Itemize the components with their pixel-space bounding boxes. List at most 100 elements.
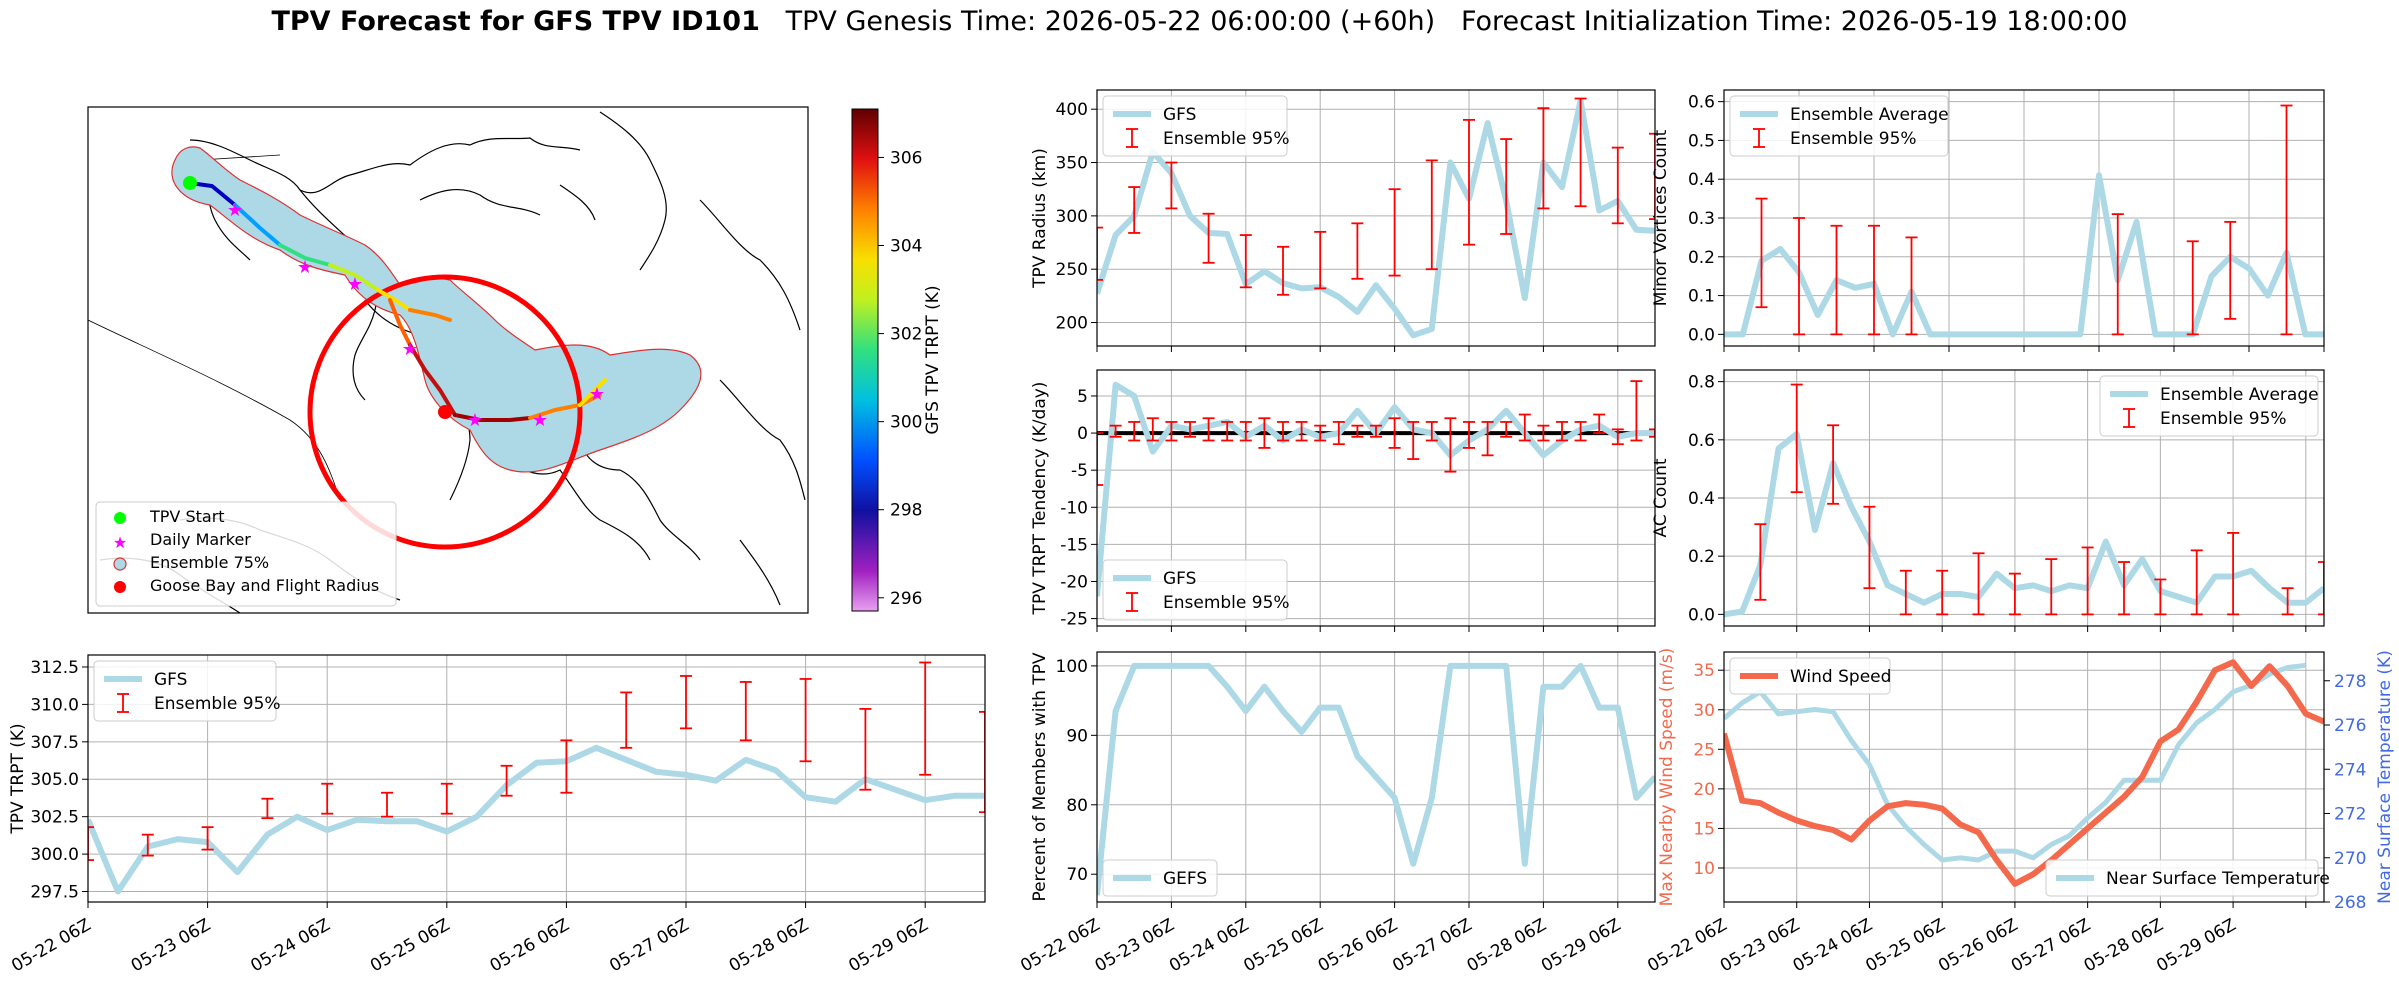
- errorbar: [1146, 417, 1159, 442]
- legend-label: GFS: [1163, 569, 1196, 589]
- legend-label: Ensemble 95%: [2160, 409, 2287, 429]
- plot-area: [1724, 659, 2324, 887]
- y-axis-label: TPV Radius (km): [1030, 148, 1050, 289]
- x-tick-label: 05-26 06Z: [1315, 915, 1401, 976]
- errorbar: [1630, 380, 1643, 442]
- errorbar: [1407, 421, 1420, 460]
- x-tick-label: 05-24 06Z: [1166, 915, 1252, 976]
- legend-frame: [1102, 859, 1218, 897]
- errorbar: [2224, 220, 2237, 320]
- chart-tendency: -25 -20 -15 -10 -5 0 5 TPV TRPT Tendency (K/day…: [1030, 369, 1656, 632]
- y-tick-label: 0.6: [1688, 431, 1715, 451]
- y-tick-label: 300: [1056, 207, 1088, 227]
- errorbar: [141, 833, 154, 857]
- goose-bay-flight-radius: [307, 274, 583, 550]
- chart-minor: 0.0 0.1 0.2 0.3 0.4 0.5 0.6 Minor Vortices Coun…: [1651, 89, 2325, 352]
- plot-frame: [1096, 89, 1656, 347]
- figure-title-genesis: TPV Genesis Time: 2026-05-22 06:00:00 (+…: [785, 6, 1436, 37]
- colorbar-tick-label: 306: [890, 148, 922, 168]
- legend-frame: [2099, 375, 2319, 437]
- colorbar-tick-label: 304: [890, 237, 922, 257]
- errorbar: [1221, 421, 1234, 442]
- chart-legend: Wind Speed: [1729, 657, 1891, 695]
- errorbar: [859, 707, 872, 791]
- y-right-tick-label: 274: [2334, 760, 2366, 780]
- errorbar: [919, 661, 932, 776]
- errorbar: [1574, 97, 1587, 208]
- daily-marker: ★: [297, 257, 313, 278]
- y-axis-label: TPV TRPT (K): [8, 723, 28, 834]
- x-tick-label: 05-28 06Z: [1464, 915, 1550, 976]
- chart-legend: Near Surface Temperature: [2045, 859, 2330, 897]
- plot-area: [1097, 380, 1655, 597]
- errorbar: [1868, 224, 1880, 336]
- errorbar: [1351, 222, 1364, 280]
- plot-frame: [1723, 651, 2325, 903]
- errorbar: [1463, 421, 1475, 449]
- x-tick-label: 05-26 06Z: [487, 915, 573, 976]
- errorbar: [1593, 413, 1606, 434]
- tpv-start-marker: [183, 176, 197, 190]
- y-tick-label: 0.0: [1688, 605, 1715, 625]
- x-tick-label: 05-23 06Z: [1717, 915, 1803, 976]
- errorbar: [1165, 421, 1178, 442]
- y-tick-label: 0: [1077, 424, 1088, 444]
- errorbar: [1500, 421, 1513, 438]
- y-tick-label: 90: [1066, 726, 1088, 746]
- x-tick-label: 05-25 06Z: [367, 915, 453, 976]
- errorbar: [2227, 532, 2240, 616]
- chart-legend: GFS Ensemble 95%: [1102, 95, 1290, 157]
- errorbar: [1128, 421, 1141, 442]
- y-right-tick-label: 270: [2334, 849, 2366, 869]
- legend-label-ensemble: Ensemble 75%: [150, 553, 269, 572]
- errorbar: [799, 678, 812, 763]
- legend-frame: [2045, 859, 2319, 897]
- errorbar: [201, 826, 214, 851]
- x-tick-label: 05-22 06Z: [1644, 915, 1730, 976]
- y-tick-label: 200: [1056, 314, 1088, 334]
- legend-label: Ensemble 95%: [154, 694, 281, 714]
- errorbar: [500, 764, 513, 797]
- errorbar: [2186, 240, 2199, 336]
- errorbar: [1295, 421, 1308, 442]
- y-tick-label: 35: [1693, 661, 1715, 681]
- errorbar: [620, 691, 633, 749]
- plot-frame: [1723, 369, 2325, 627]
- y-tick-label: -25: [1060, 610, 1088, 630]
- errorbar: [1830, 224, 1843, 336]
- errorbar: [1905, 236, 1918, 336]
- legend-label: Near Surface Temperature: [2106, 869, 2330, 889]
- legend-label: Ensemble 95%: [1790, 129, 1917, 149]
- errorbar: [2281, 587, 2294, 616]
- errorbar: [1611, 146, 1624, 225]
- map-legend: ★ TPV Start Daily Marker Ensemble 75% Go…: [95, 501, 397, 607]
- chart-legend: GEFS: [1102, 859, 1218, 897]
- map-frame: [87, 106, 809, 614]
- y-tick-label: 20: [1693, 780, 1715, 800]
- x-tick-label: 05-23 06Z: [1092, 915, 1178, 976]
- x-tick-label: 05-27 06Z: [606, 915, 692, 976]
- y-tick-label: 400: [1056, 100, 1088, 120]
- errorbar: [381, 791, 393, 818]
- y-tick-label: 250: [1056, 260, 1088, 280]
- y-tick-label: 307.5: [30, 733, 79, 753]
- errorbar: [1537, 107, 1550, 210]
- errorbar: [1165, 161, 1178, 210]
- legend-marker-daily: ★: [113, 533, 127, 552]
- goose-bay-marker: [438, 405, 452, 419]
- chart-radius: 200 250 300 350 400 TPV Radius (km) GFS Ensembl…: [1030, 89, 1656, 352]
- errorbar: [321, 782, 334, 815]
- y-tick-label: 350: [1056, 154, 1088, 174]
- y-tick-label: 0.6: [1688, 93, 1715, 113]
- errorbar: [1425, 159, 1438, 271]
- errorbar: [1332, 421, 1345, 446]
- legend-frame: [1729, 95, 1949, 157]
- y-tick-label: 80: [1066, 796, 1088, 816]
- x-tick-label: 05-25 06Z: [1240, 915, 1326, 976]
- errorbar: [1258, 417, 1271, 449]
- figure-title: TPV Forecast for GFS TPV ID101 TPV Genes…: [0, 6, 2399, 37]
- x-tick-label: 05-27 06Z: [2008, 915, 2094, 976]
